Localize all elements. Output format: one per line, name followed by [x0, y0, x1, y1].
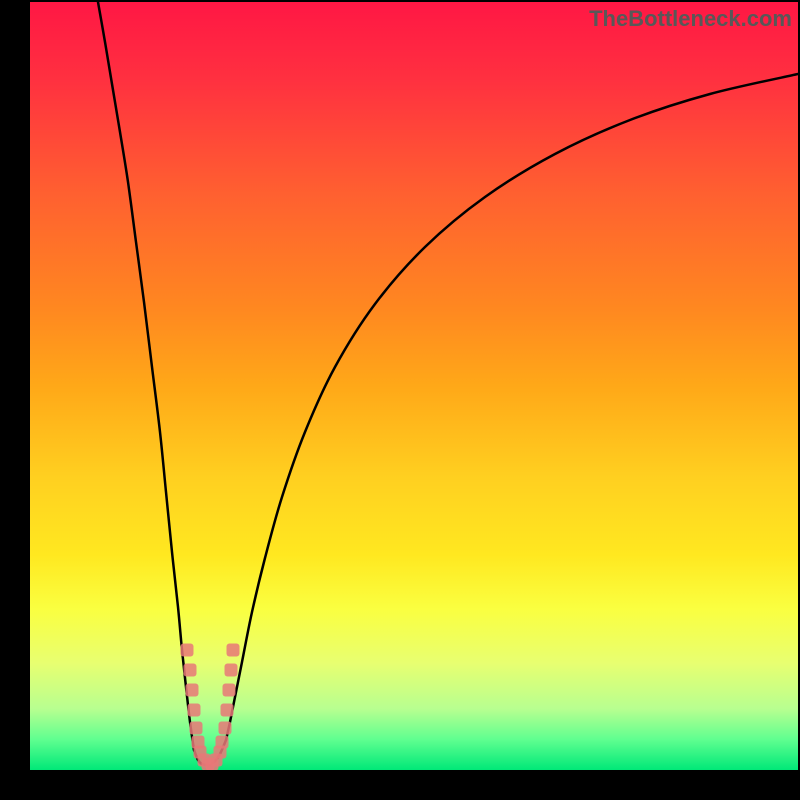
curve-layer [30, 2, 798, 770]
data-marker [190, 722, 203, 735]
data-marker [216, 736, 229, 749]
curve-left-branch [98, 2, 194, 750]
plot-area [30, 2, 798, 770]
data-marker [227, 644, 240, 657]
watermark-text: TheBottleneck.com [589, 6, 792, 32]
data-marker [219, 722, 232, 735]
data-marker [188, 704, 201, 717]
data-marker [223, 684, 236, 697]
data-marker [221, 704, 234, 717]
data-marker [225, 664, 238, 677]
data-marker [181, 644, 194, 657]
chart-container: TheBottleneck.com [0, 0, 800, 800]
data-marker [186, 684, 199, 697]
data-marker [184, 664, 197, 677]
curve-right-branch [226, 74, 798, 740]
